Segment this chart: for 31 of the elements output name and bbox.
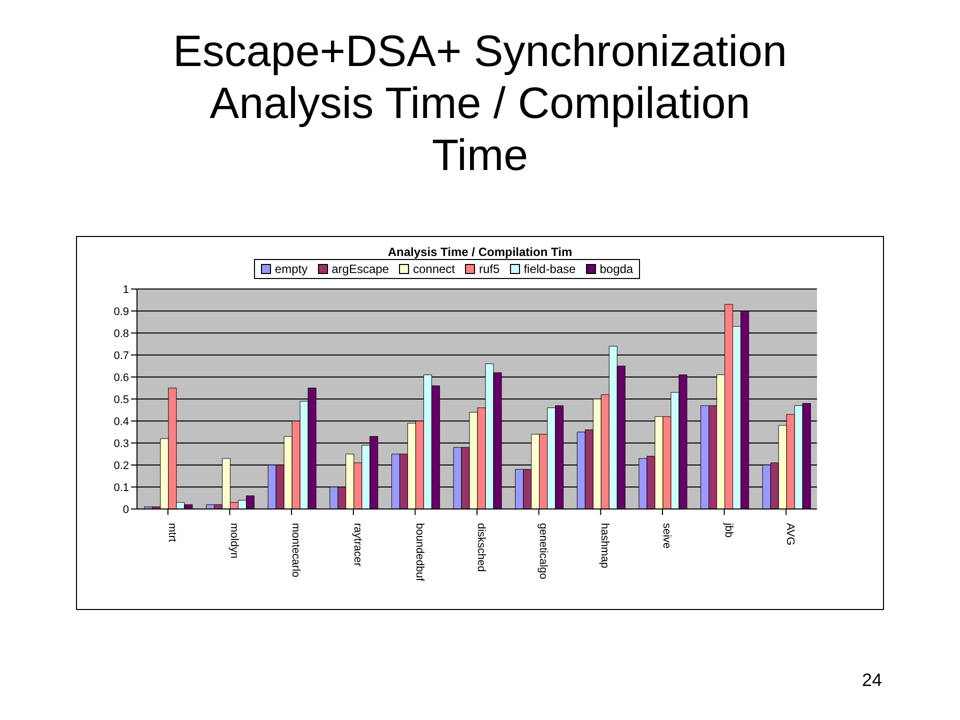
y-tick-label: 0.5 — [114, 394, 129, 406]
text: 24 — [862, 670, 882, 691]
y-tick-label: 0.6 — [114, 372, 129, 384]
y-tick-label: 0.9 — [114, 306, 129, 318]
x-tick-label: jbb — [722, 522, 734, 538]
legend-label: bogda — [598, 262, 634, 276]
y-tick-label: 0.4 — [114, 416, 129, 428]
legend-label: ruf5 — [478, 262, 500, 276]
x-tick-label: boundedbuf — [413, 523, 426, 582]
y-tick-label: 0 — [122, 504, 129, 516]
chart-subtitle: Analysis Time / Compilation Tim — [386, 245, 574, 259]
x-tick-label: moldyn — [228, 523, 240, 558]
x-tick-label: AVG — [784, 523, 796, 546]
legend-label: argEscape — [330, 262, 389, 276]
legend-label: empty — [274, 262, 308, 276]
y-tick-label: 0.8 — [114, 328, 129, 340]
x-tick-label: raytracer — [351, 523, 364, 567]
x-tick-label: disksched — [475, 523, 488, 572]
x-tick-label: geneticalgo — [536, 523, 549, 580]
y-tick-label: 0.1 — [114, 482, 129, 494]
chart-title: Escape+DSA+ Synchronization Analysis Time / Compilation Time — [172, 26, 788, 182]
y-tick-label: 0.7 — [114, 350, 129, 362]
x-tick-label: hashmap — [598, 523, 611, 568]
legend-label: connect — [412, 262, 455, 276]
y-tick-label: 1 — [122, 284, 129, 296]
y-tick-label: 0.2 — [114, 460, 129, 472]
x-tick-label: montecarlo — [290, 523, 302, 578]
x-tick-label: mtrt — [166, 523, 178, 542]
legend-label: field-base — [522, 262, 576, 276]
y-tick-label: 0.3 — [114, 438, 129, 450]
x-tick-label: seive — [660, 523, 673, 549]
